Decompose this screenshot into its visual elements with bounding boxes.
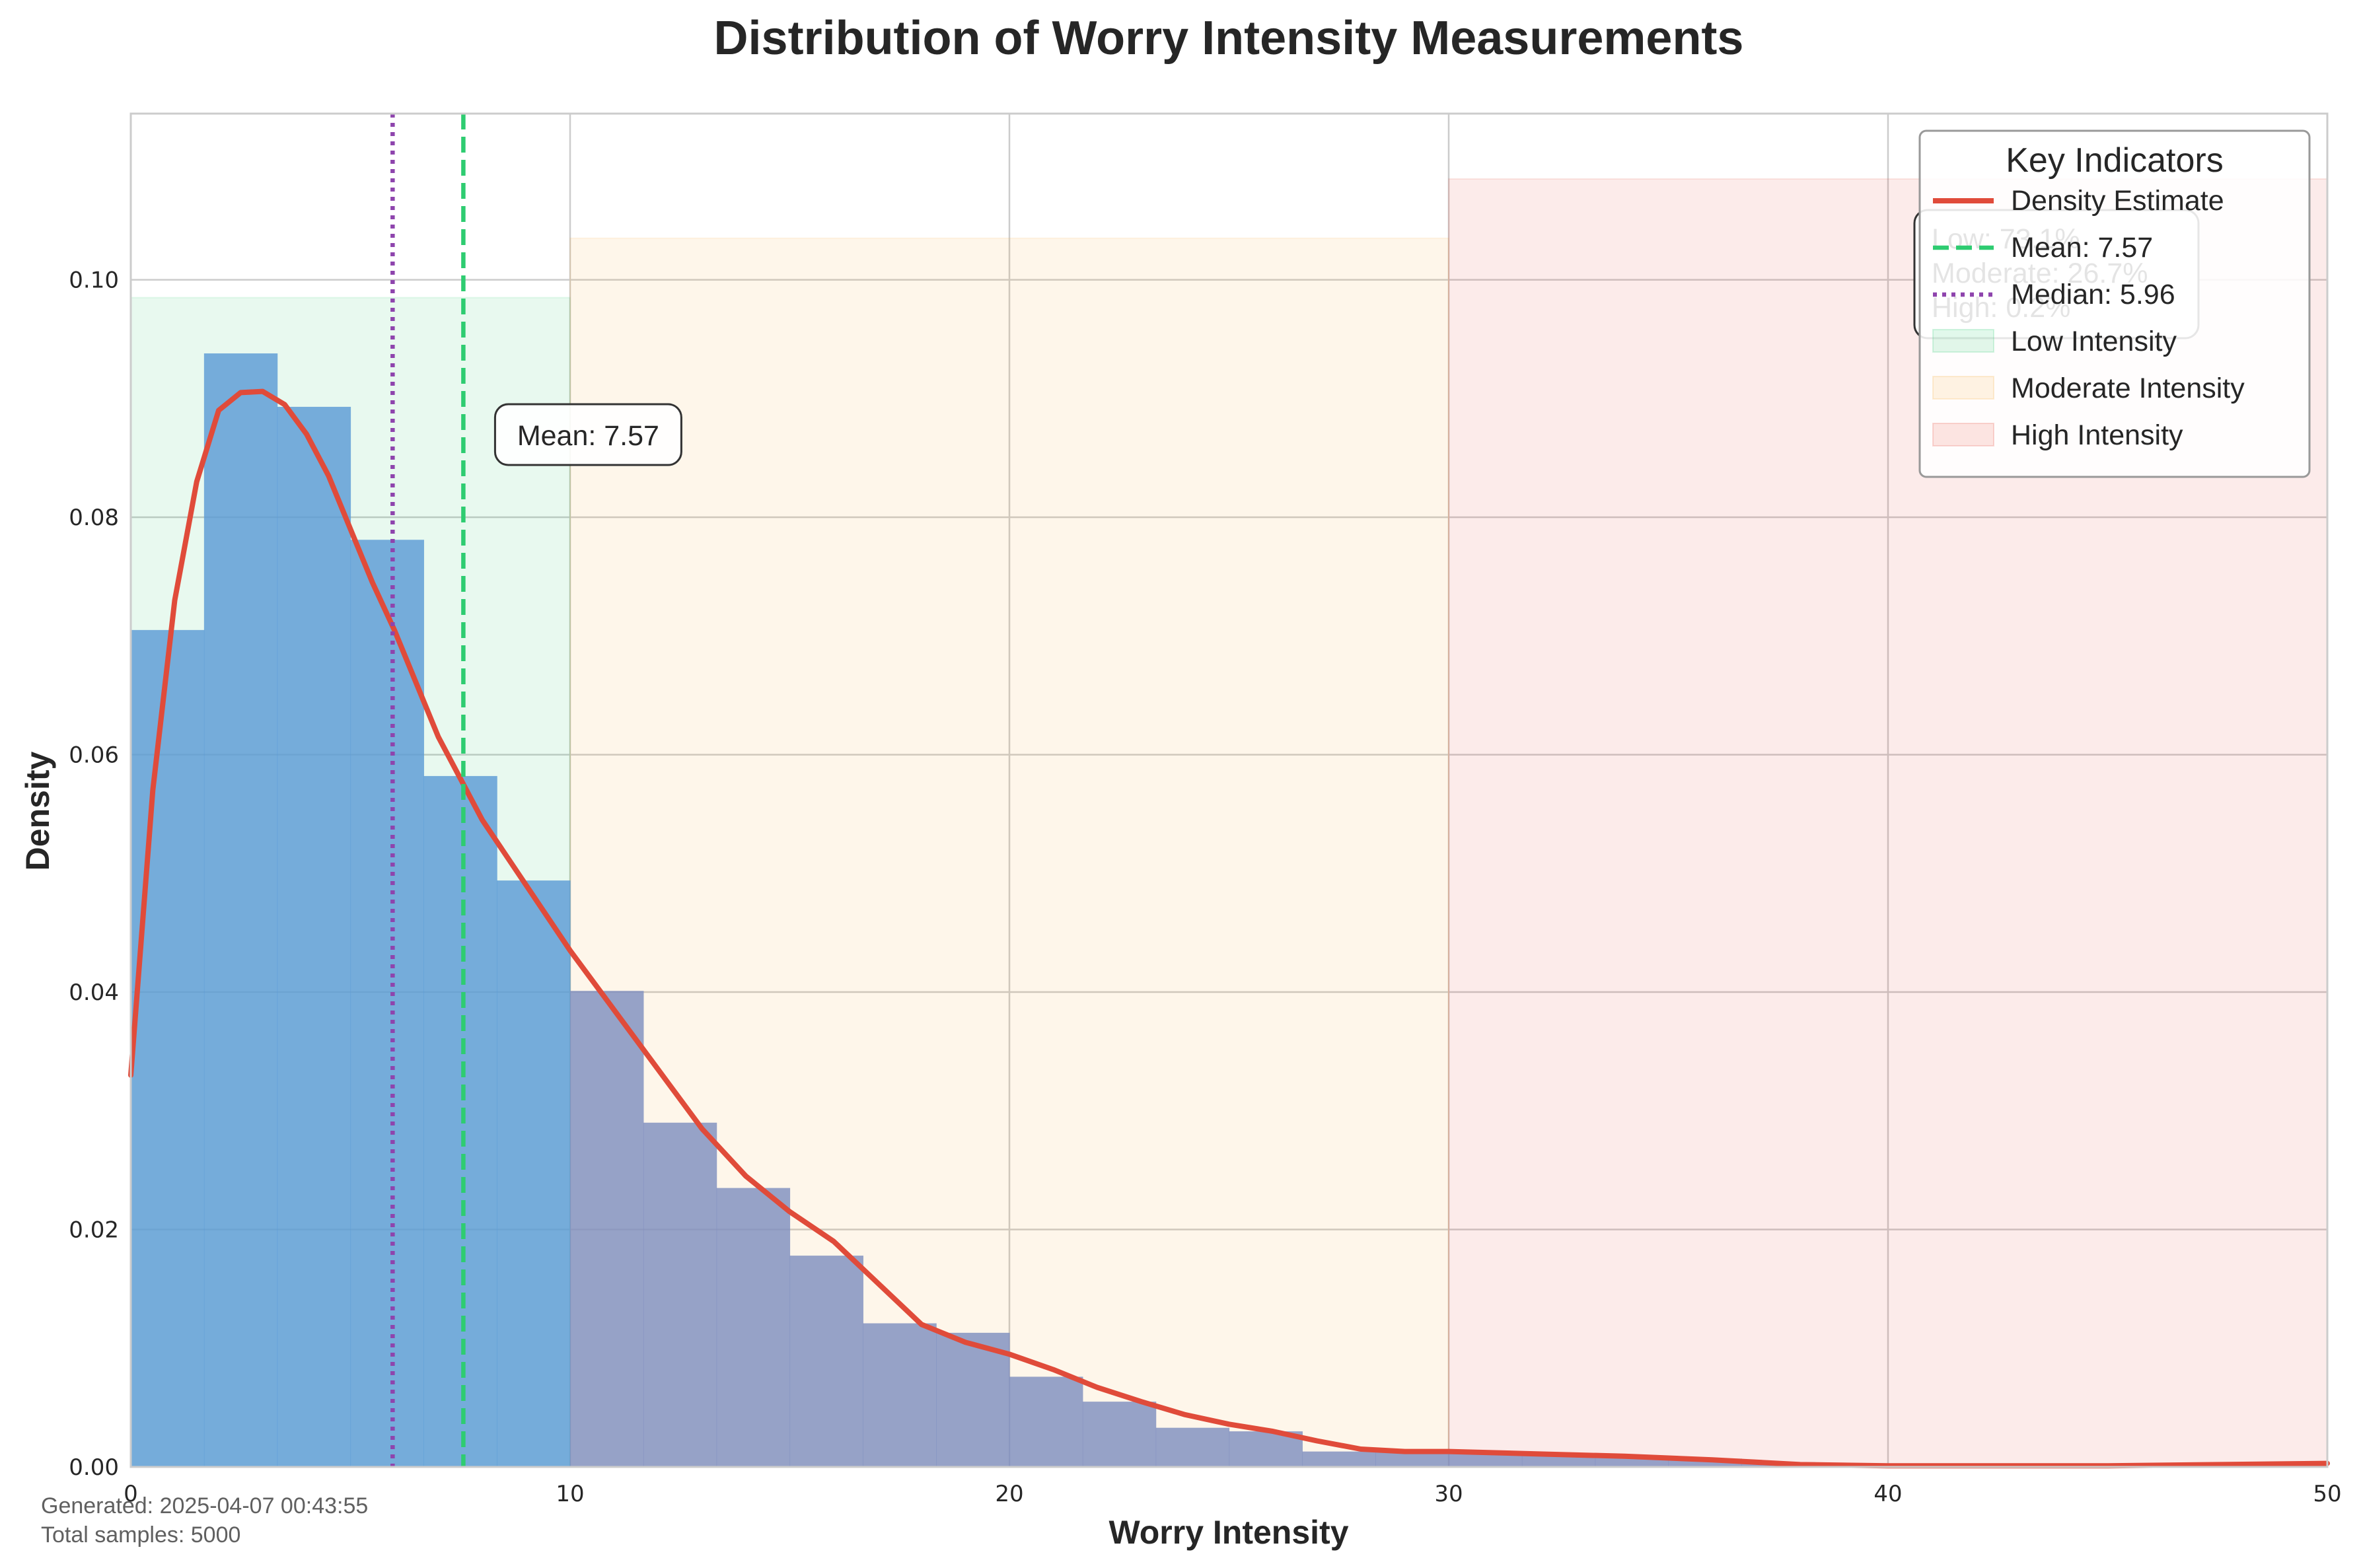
density-estimate-line — [128, 388, 2330, 1469]
histogram-bar — [131, 629, 205, 1468]
footer-total-samples: Total samples: 5000 — [41, 1522, 240, 1548]
histogram-bar — [1302, 1451, 1376, 1467]
legend-entry: Moderate Intensity — [2011, 373, 2245, 404]
x-tick-label: 20 — [995, 1481, 1023, 1507]
histogram-bar — [1082, 1402, 1157, 1467]
legend-handle-high-intensity — [1932, 423, 1994, 446]
histogram-bar — [936, 1332, 1010, 1467]
x-axis-label: Worry Intensity — [1108, 1514, 1348, 1551]
histogram-bar — [716, 1188, 791, 1467]
histogram-bar — [277, 406, 351, 1468]
y-tick-label: 0.06 — [69, 742, 119, 769]
x-tick-label: 10 — [556, 1481, 584, 1507]
histogram-bar — [1009, 1376, 1083, 1467]
legend-entry: Low Intensity — [2011, 326, 2177, 357]
histogram-bar — [570, 991, 644, 1467]
x-tick-label: 30 — [1434, 1481, 1463, 1507]
histogram-bar — [350, 540, 424, 1467]
plot-frame — [129, 112, 2329, 1468]
mean-annotation-text: Mean: 7.57 — [517, 420, 659, 452]
x-tick-label: 50 — [2313, 1481, 2341, 1507]
legend-box — [1918, 129, 2311, 478]
x-tick-label: 0 — [124, 1481, 138, 1507]
histogram-bar — [1375, 1451, 1449, 1467]
y-tick-label: 0.02 — [69, 1217, 119, 1244]
histogram-bar — [1449, 1452, 1523, 1467]
histogram-bar — [497, 880, 571, 1467]
y-axis-label: Density — [19, 752, 56, 871]
histogram-bar — [1155, 1427, 1230, 1467]
y-tick-label: 0.04 — [69, 980, 119, 1006]
histogram-bar — [423, 775, 497, 1467]
legend-handle-low-intensity — [1932, 329, 1994, 353]
legend-entry: Median: 5.96 — [2011, 279, 2175, 310]
y-tick-label: 0.08 — [69, 505, 119, 531]
legend-entry: High Intensity — [2011, 419, 2183, 451]
histogram-bar — [203, 353, 278, 1468]
legend-entry: Mean: 7.57 — [2011, 232, 2153, 264]
histogram-bar — [1521, 1455, 1596, 1467]
histogram-bar — [643, 1122, 717, 1467]
histogram-bar — [863, 1323, 937, 1467]
legend-handle-moderate-intensity — [1932, 376, 1994, 400]
legend-title: Key Indicators — [2006, 141, 2224, 180]
histogram-bar — [789, 1256, 863, 1467]
legend-entry: Density Estimate — [2011, 185, 2224, 217]
plot-area: 0 10 20 30 40 50 0.00 0.02 0.04 0.06 0.08 0.10 Mean:… — [69, 112, 2342, 1507]
y-tick-label: 0.10 — [69, 267, 119, 294]
chart-title: Distribution of Worry Intensity Measurem… — [714, 12, 1744, 65]
y-tick-label: 0.00 — [69, 1454, 119, 1481]
mean-annotation-box — [493, 403, 682, 466]
x-tick-label: 40 — [1873, 1481, 1902, 1507]
footer-generated: Generated: 2025-04-07 00:43:55 — [41, 1493, 368, 1518]
